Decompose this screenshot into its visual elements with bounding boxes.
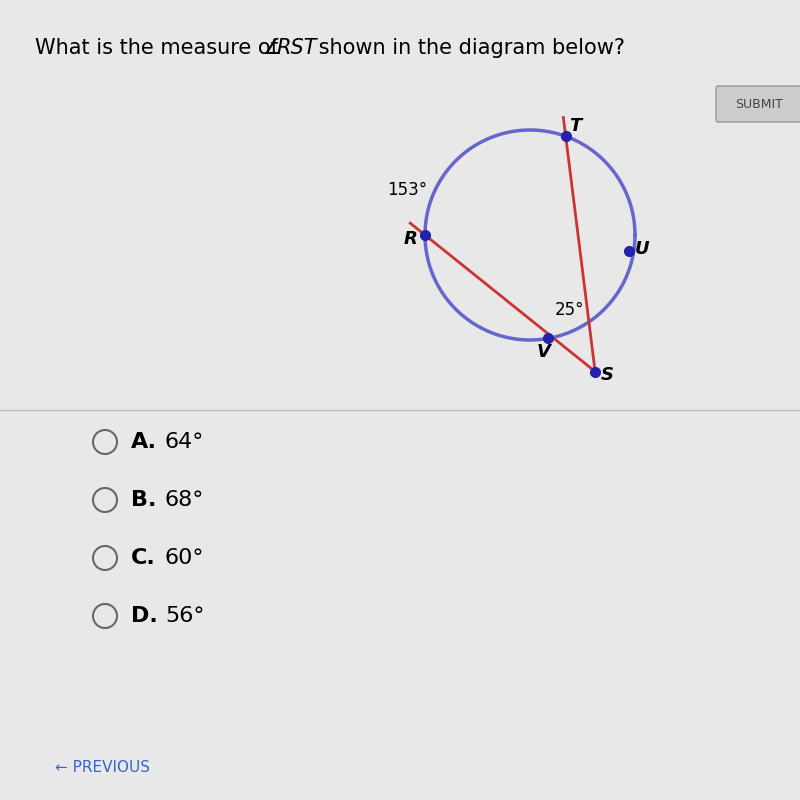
Text: 25°: 25° bbox=[555, 302, 585, 319]
Text: ← PREVIOUS: ← PREVIOUS bbox=[55, 761, 150, 775]
Text: RST: RST bbox=[276, 38, 317, 58]
Text: S: S bbox=[601, 366, 614, 385]
Text: V: V bbox=[537, 343, 550, 362]
Text: 64°: 64° bbox=[165, 432, 204, 452]
Text: R: R bbox=[404, 230, 418, 248]
FancyBboxPatch shape bbox=[716, 86, 800, 122]
Text: 56°: 56° bbox=[165, 606, 205, 626]
Text: D.: D. bbox=[131, 606, 158, 626]
Text: C.: C. bbox=[131, 548, 156, 568]
Text: shown in the diagram below?: shown in the diagram below? bbox=[312, 38, 625, 58]
Text: What is the measure of: What is the measure of bbox=[35, 38, 285, 58]
Text: B.: B. bbox=[131, 490, 156, 510]
Text: 153°: 153° bbox=[387, 181, 427, 199]
Text: ∠: ∠ bbox=[262, 38, 281, 58]
Text: 60°: 60° bbox=[165, 548, 205, 568]
Text: A.: A. bbox=[131, 432, 157, 452]
Text: T: T bbox=[570, 118, 582, 135]
Text: U: U bbox=[634, 240, 649, 258]
Text: 68°: 68° bbox=[165, 490, 204, 510]
Text: SUBMIT: SUBMIT bbox=[735, 98, 783, 110]
